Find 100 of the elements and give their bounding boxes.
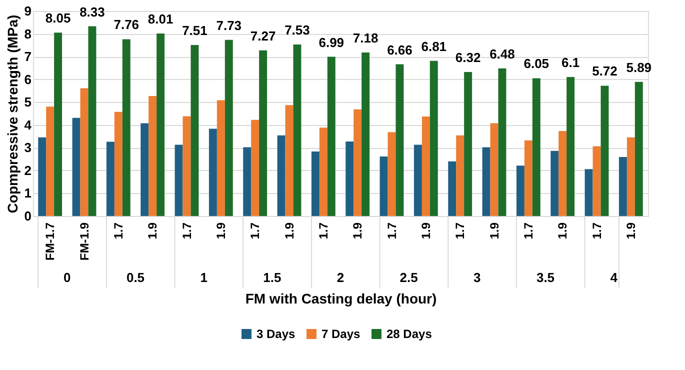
y-tick-label: 6 — [24, 72, 32, 87]
bar — [592, 146, 601, 216]
bar — [516, 166, 524, 216]
x-tick-label: FM-1.9 — [77, 222, 92, 261]
bar — [354, 109, 362, 216]
x-tick-label: 1.7 — [248, 222, 262, 240]
bar — [54, 32, 62, 216]
y-tick-label: 3 — [24, 140, 32, 156]
bar — [224, 40, 233, 216]
bar — [311, 152, 320, 216]
text: 2.5 — [400, 270, 418, 285]
bar — [634, 82, 643, 216]
bar — [114, 112, 122, 216]
x-axis-title: FM with Casting delay (hour) — [245, 290, 437, 307]
y-tick-label: 1 — [24, 186, 32, 201]
data-label: 7.51 — [182, 22, 208, 38]
x-tick-label: FM-1.7 — [43, 222, 58, 261]
bar — [558, 131, 567, 216]
bar — [414, 144, 422, 216]
bar — [422, 116, 430, 216]
bar — [430, 60, 438, 216]
x-tick-label: 1.7 — [180, 222, 194, 240]
x-tick-label: 1.9 — [146, 222, 160, 240]
bar — [319, 128, 328, 216]
x-tick-label: 1.9 — [624, 222, 638, 240]
bar — [396, 64, 404, 216]
bar — [251, 120, 260, 216]
bar — [38, 137, 46, 216]
data-label: 6.32 — [455, 50, 481, 66]
x-tick-label: 1.9 — [350, 222, 365, 240]
data-label: 6.99 — [318, 34, 344, 50]
text: 3 — [474, 270, 481, 285]
text: 1 — [200, 270, 208, 285]
x-tick-label: 1.7 — [384, 222, 399, 240]
data-label: 5.72 — [592, 64, 618, 79]
bar — [490, 123, 498, 216]
data-label: 6.48 — [490, 46, 515, 62]
y-tick-label: 7 — [24, 49, 32, 64]
x-tick-label: 1.7 — [521, 222, 536, 240]
bar — [140, 123, 149, 216]
data-label: 7.27 — [250, 28, 276, 44]
bar — [80, 88, 88, 216]
x-tick-label: 1.7 — [453, 222, 468, 240]
bar — [626, 137, 635, 216]
x-tick-label: 1.9 — [487, 222, 502, 240]
text: 0.5 — [126, 270, 145, 285]
bar — [122, 39, 130, 216]
data-label: 6.05 — [524, 56, 550, 72]
bar — [88, 26, 96, 216]
y-tick-label: 5 — [24, 94, 32, 110]
x-tick-label: 1.7 — [316, 222, 330, 240]
y-tick-label: 0 — [24, 208, 32, 224]
bar — [277, 135, 286, 216]
bar — [388, 132, 396, 216]
bar — [600, 86, 609, 216]
data-label: 8.01 — [148, 12, 174, 27]
y-axis-title: Copmpressive strength (MPa) — [4, 14, 20, 214]
data-label: 7.53 — [284, 22, 310, 38]
bar — [498, 68, 506, 216]
bar — [362, 52, 370, 216]
data-label: 7.73 — [216, 18, 242, 33]
bar — [148, 96, 157, 216]
data-label: 8.05 — [45, 10, 71, 26]
data-label: 6.81 — [421, 38, 447, 54]
x-tick-label: 1.9 — [214, 222, 228, 240]
text: 3.5 — [536, 270, 555, 285]
bar — [532, 78, 540, 216]
text: 0 — [64, 270, 71, 285]
data-label: 6.66 — [387, 42, 412, 58]
bar — [174, 144, 183, 216]
x-tick-label: 1.9 — [556, 222, 570, 240]
bar — [550, 150, 559, 216]
data-label: 7.76 — [114, 17, 140, 32]
legend-label: 7 Days — [322, 327, 361, 341]
bar — [584, 169, 593, 216]
bar — [216, 100, 225, 216]
y-tick-label: 4 — [24, 117, 32, 132]
bar — [293, 44, 302, 216]
bar — [327, 56, 336, 216]
bar — [243, 147, 252, 216]
bar — [285, 105, 294, 216]
bar — [346, 142, 354, 216]
x-tick-label: 1.9 — [282, 222, 296, 240]
bar — [259, 50, 268, 216]
bar — [524, 140, 532, 216]
y-tick-label: 2 — [24, 162, 32, 178]
y-tick-label: 9 — [24, 4, 32, 18]
bar — [156, 34, 165, 216]
bar — [448, 161, 456, 216]
text: 2 — [336, 270, 344, 285]
text: 4 — [610, 270, 618, 285]
bar — [72, 118, 80, 216]
x-tick-label: 1.9 — [418, 222, 433, 240]
legend-label: 3 Days — [256, 327, 296, 341]
bar — [464, 72, 472, 216]
data-label: 8.33 — [80, 4, 105, 20]
bar — [456, 135, 464, 216]
bar — [182, 116, 191, 216]
bar — [566, 77, 575, 216]
data-label: 6.1 — [562, 55, 580, 70]
